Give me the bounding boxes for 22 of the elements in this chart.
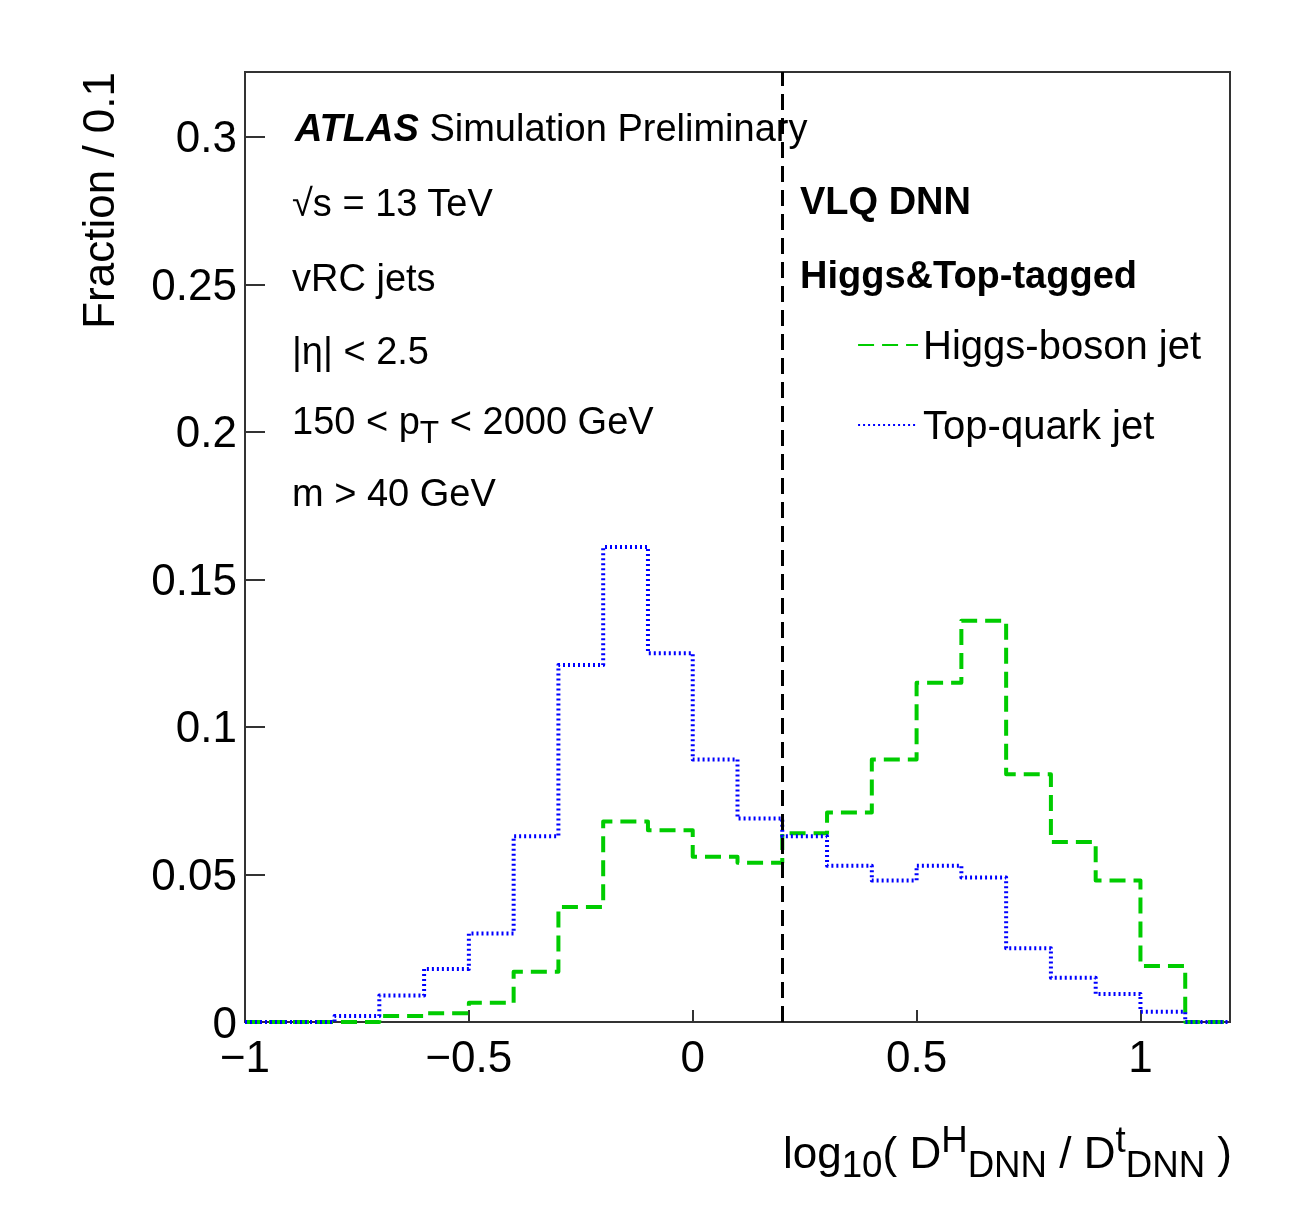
legend-label: Higgs-boson jet [923, 323, 1202, 367]
x-tick-label: 1 [1128, 1031, 1153, 1081]
legend-label: Top-quark jet [923, 403, 1155, 447]
x-tick-label: −0.5 [425, 1031, 513, 1081]
y-axis-title: Fraction / 0.1 [73, 72, 123, 329]
x-tick-label: 0 [680, 1031, 705, 1081]
annotation: Higgs&Top-tagged [800, 253, 1138, 298]
annotation: vRC jets [292, 256, 436, 301]
annotation: 150 < p$_{T}$ < 2000 GeV [292, 399, 654, 452]
y-tick-label: 0.15 [151, 554, 237, 604]
annotation: m > 40 GeV [292, 471, 496, 516]
annotation: √s = 13 TeV [292, 181, 493, 226]
y-tick-label: 0.1 [175, 702, 237, 752]
annotation: ATLAS Simulation Preliminary [295, 106, 808, 151]
annotation: VLQ DNN [800, 179, 971, 224]
y-tick-label: 0.3 [175, 112, 237, 162]
x-tick-label: 0.5 [886, 1031, 948, 1081]
y-tick-label: 0.05 [151, 849, 237, 899]
y-tick-label: 0.25 [151, 259, 237, 309]
y-tick-label: 0.2 [175, 407, 237, 457]
text: log$_{10}$( D$^{H}$$_{DNN}$ / D$^{t}$$_{DNN}$ ) [783, 1119, 1233, 1186]
annotation: |η| < 2.5 [292, 329, 430, 374]
